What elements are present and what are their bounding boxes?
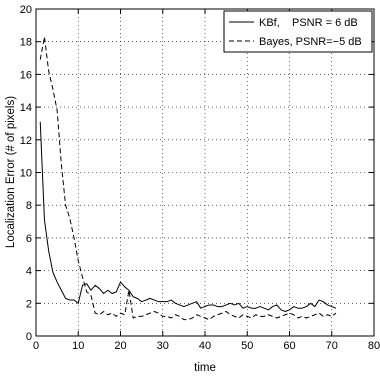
x-axis-label: time: [194, 362, 216, 374]
y-tick-label: 12: [20, 135, 32, 147]
y-tick-label: 18: [20, 37, 32, 49]
y-tick-label: 14: [20, 102, 32, 114]
x-tick-labels: 0 10 20 30 40 50 60 70 80: [33, 340, 380, 352]
y-tick-label: 4: [26, 266, 32, 278]
y-tick-labels: 0 2 4 6 8 10 12 14 16 18 20: [20, 4, 32, 343]
axis-ticks: [35, 8, 375, 337]
y-tick-label: 2: [26, 298, 32, 310]
legend-label-bayes: Bayes, PSNR=−5 dB: [259, 36, 362, 48]
x-tick-label: 80: [368, 340, 380, 352]
x-tick-label: 10: [72, 340, 84, 352]
legend-label-kbf: KBf, PSNR = 6 dB: [259, 17, 358, 29]
x-tick-label: 0: [33, 340, 39, 352]
x-tick-label: 20: [114, 340, 126, 352]
series-lines: [39, 36, 337, 321]
x-tick-label: 40: [199, 340, 211, 352]
legend: KBf, PSNR = 6 dB Bayes, PSNR=−5 dB: [223, 10, 373, 53]
grid-lines: [36, 9, 374, 336]
y-tick-label: 20: [20, 4, 32, 16]
legend-box: [223, 10, 373, 53]
y-tick-label: 10: [20, 168, 32, 180]
y-tick-label: 16: [20, 69, 32, 81]
x-tick-label: 30: [157, 340, 169, 352]
x-tick-label: 60: [283, 340, 295, 352]
series-line-bayes: [39, 36, 337, 321]
x-tick-label: 50: [241, 340, 253, 352]
y-tick-label: 8: [26, 200, 32, 212]
series-line-kbf: [39, 121, 337, 312]
y-axis-label: Localization Error (# of pixels): [5, 96, 17, 248]
y-tick-label: 6: [26, 233, 32, 245]
x-tick-label: 70: [326, 340, 338, 352]
y-tick-label: 0: [26, 331, 32, 343]
